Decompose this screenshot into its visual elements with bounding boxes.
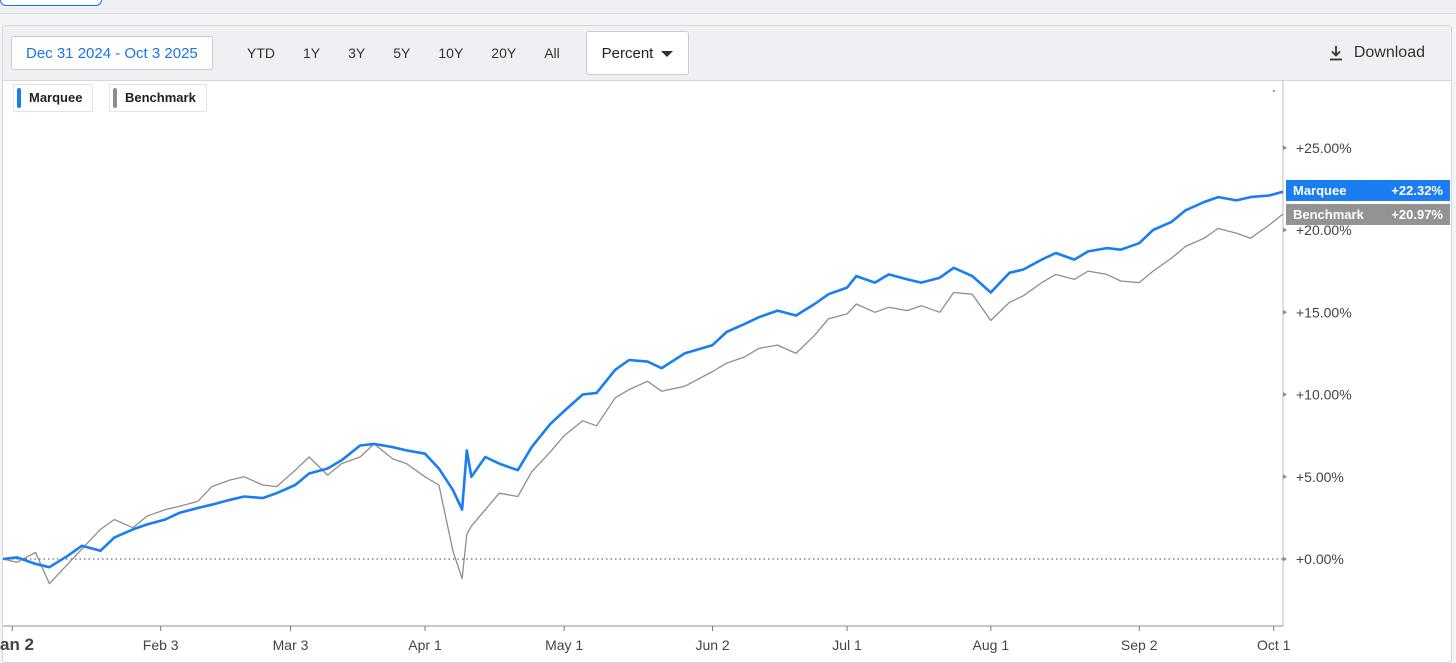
x-tick-label: Sep 2 xyxy=(1121,637,1158,653)
y-tick-marker xyxy=(1283,392,1287,397)
date-range-button[interactable]: Dec 31 2024 - Oct 3 2025 xyxy=(11,36,213,70)
legend-benchmark-swatch xyxy=(113,88,117,108)
legend-benchmark-label: Benchmark xyxy=(125,90,196,105)
legend-marquee-swatch xyxy=(17,88,21,108)
y-tick-label: +5.00% xyxy=(1296,469,1344,485)
legend-marquee-label: Marquee xyxy=(29,90,83,105)
y-tick-label: +10.00% xyxy=(1296,387,1352,403)
x-tick-label: May 1 xyxy=(545,637,583,653)
download-label: Download xyxy=(1353,44,1425,61)
range-buttons: YTD 1Y 3Y 5Y 10Y 20Y All xyxy=(233,26,574,80)
y-tick-label: +20.00% xyxy=(1296,222,1352,238)
range-10y-button[interactable]: 10Y xyxy=(438,45,464,61)
benchmark-line xyxy=(2,213,1284,585)
range-ytd-button[interactable]: YTD xyxy=(247,45,275,61)
benchmark-end-tag-value: +20.97% xyxy=(1391,207,1443,223)
caret-down-icon xyxy=(661,51,674,57)
y-tick-label: +15.00% xyxy=(1296,304,1352,320)
marquee-end-tag-name: Marquee xyxy=(1293,182,1347,198)
y-tick-marker xyxy=(1283,309,1287,315)
top-strip xyxy=(0,0,1456,14)
x-tick-label: Jun 2 xyxy=(695,637,729,653)
x-tick-label: Aug 1 xyxy=(973,637,1010,653)
download-button[interactable]: Download xyxy=(1328,26,1425,80)
marquee-line xyxy=(2,190,1284,569)
legend-benchmark[interactable]: Benchmark xyxy=(109,84,207,112)
y-tick-marker xyxy=(1283,474,1287,480)
y-tick-label: +0.00% xyxy=(1296,551,1344,567)
legend-marquee[interactable]: Marquee xyxy=(13,84,94,112)
percent-dropdown-label: Percent xyxy=(601,44,654,62)
x-tick-label: Feb 3 xyxy=(143,637,179,653)
download-icon xyxy=(1329,46,1342,61)
y-tick-label: +25.00% xyxy=(1296,140,1352,156)
chart-toolbar: Dec 31 2024 - Oct 3 2025 YTD 1Y 3Y 5Y 10… xyxy=(3,26,1451,81)
benchmark-end-tag-name: Benchmark xyxy=(1293,207,1364,223)
corner-dot xyxy=(1273,90,1275,92)
benchmark-end-tag: Benchmark +20.97% xyxy=(1286,204,1450,226)
x-tick-label: Apr 1 xyxy=(408,637,442,653)
range-all-button[interactable]: All xyxy=(544,45,560,61)
x-tick-label: an 2 xyxy=(0,635,34,654)
chart-panel: Dec 31 2024 - Oct 3 2025 YTD 1Y 3Y 5Y 10… xyxy=(2,25,1452,663)
marquee-end-tag-value: +22.32% xyxy=(1391,182,1443,198)
marquee-end-tag: Marquee +22.32% xyxy=(1286,179,1450,201)
x-tick-label: Oct 1 xyxy=(1257,637,1291,653)
y-tick-marker xyxy=(1283,556,1287,562)
range-5y-button[interactable]: 5Y xyxy=(393,45,411,61)
y-tick-marker xyxy=(1283,145,1287,151)
range-3y-button[interactable]: 3Y xyxy=(348,45,366,61)
x-tick-label: Mar 3 xyxy=(273,637,309,653)
x-tick-label: Jul 1 xyxy=(832,637,862,653)
percent-dropdown[interactable]: Percent xyxy=(586,31,689,75)
y-tick-marker xyxy=(1283,227,1287,233)
range-20y-button[interactable]: 20Y xyxy=(491,45,517,61)
range-1y-button[interactable]: 1Y xyxy=(303,45,321,61)
